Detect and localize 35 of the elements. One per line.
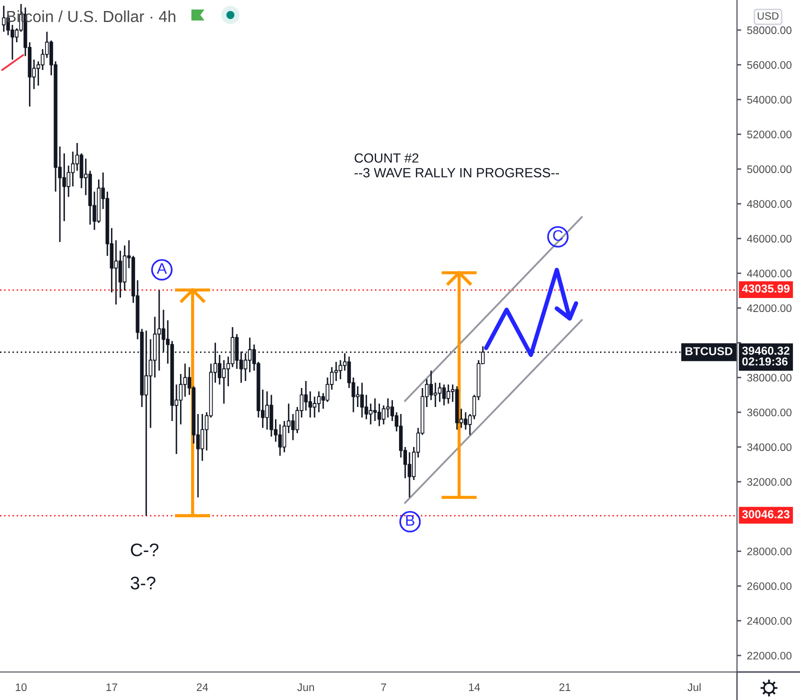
y-tick-label: 52000.00 <box>747 130 792 138</box>
y-tick-label: 24000.00 <box>747 617 792 625</box>
y-tick-label: 34000.00 <box>747 443 792 452</box>
x-tick-label: 7 <box>381 684 386 691</box>
annotation: C <box>553 230 563 241</box>
y-tick-label: 36000.00 <box>747 408 792 416</box>
annotation: C-? 3-? <box>130 543 158 590</box>
annotation: B <box>406 515 414 526</box>
y-tick-label: 46000.00 <box>746 234 792 243</box>
y-tick-label: 58000.00 <box>747 26 792 34</box>
x-tick-label: 10 <box>16 683 27 692</box>
x-tick-label: 17 <box>106 684 118 691</box>
y-tick-label: 32000.00 <box>747 478 792 486</box>
y-tick-label: 38000.00 <box>747 374 792 382</box>
annotation: COUNT #2 --3 WAVE RALLY IN PROGRESS-- <box>354 153 559 178</box>
y-tick-label: 54000.00 <box>747 96 792 104</box>
x-tick-label: Jun <box>297 684 314 692</box>
x-tick-label: Jul <box>688 683 701 692</box>
y-tick-label: 44000.00 <box>746 270 792 278</box>
y-tick-label: 50000.00 <box>747 165 792 174</box>
y-axis-title: USD <box>758 12 778 20</box>
x-tick-label: 21 <box>559 683 570 691</box>
annotation: A <box>156 263 167 274</box>
x-tick-label: 14 <box>469 684 480 691</box>
ref-line-label: 30046.23 <box>742 510 790 518</box>
annotation: BTCUSD <box>686 347 732 356</box>
y-tick-label: 28000.00 <box>747 548 792 556</box>
y-tick-label: 26000.00 <box>747 582 792 590</box>
y-tick-label: 22000.00 <box>747 652 792 660</box>
y-tick-label: 42000.00 <box>746 304 792 312</box>
ref-line-label: 39460.32 02:19:36 <box>742 346 790 366</box>
ref-line-label: 43035.99 <box>742 284 790 293</box>
y-tick-label: 48000.00 <box>746 200 792 208</box>
x-tick-label: 24 <box>196 683 208 691</box>
y-tick-label: 56000.00 <box>747 61 792 69</box>
